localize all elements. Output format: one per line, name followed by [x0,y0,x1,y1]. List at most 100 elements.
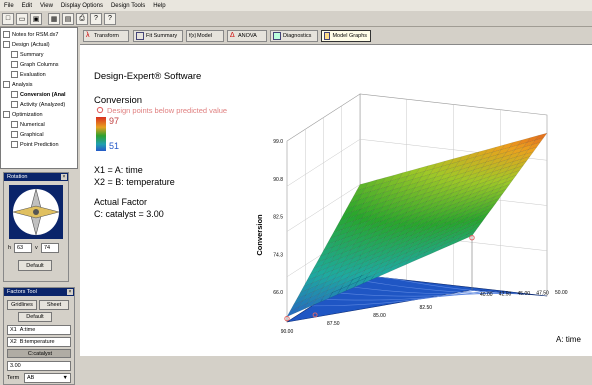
surface-cell [412,252,426,262]
tree-conversion[interactable]: Conversion (Anal [11,91,66,98]
surface-cell [446,237,460,248]
term-select[interactable]: AB ▼ [24,373,71,383]
menu-display-options[interactable]: Display Options [60,2,103,9]
graphical-icon [11,131,18,138]
menu-view[interactable]: View [40,2,53,9]
surface-cell [458,229,471,239]
x1-definition: X1 = A: time [94,165,143,175]
b-tick-label: 87.50 [327,321,340,327]
surface-plot[interactable]: 66.0 74.3 82.5 90.8 99.0 90.00 87.50 85.00 82.50… [80,45,592,356]
surface-cell [438,223,451,233]
surface-cell [443,187,456,197]
surface-cell [369,183,383,192]
surface-cell [325,272,338,283]
x-axis-label: A: time [556,335,581,344]
surface-cell [429,208,443,217]
tree-design[interactable]: Design (Actual) [3,41,50,48]
what-is-icon[interactable]: ? [104,12,116,25]
menu-file[interactable]: File [4,2,14,9]
z-axis-label: Conversion [255,214,264,256]
surface-cell [466,151,480,160]
tab-transform[interactable]: λ Transform [83,30,129,42]
surface-cell [404,255,417,266]
close-icon[interactable]: × [67,289,73,295]
node-tabs: λ Transform Fit Summary f(x) Model Δ ANOVA … [80,27,592,45]
rotation-default-button[interactable]: Default [18,260,52,271]
catalyst-slider[interactable]: C:catalyst [7,349,71,358]
surface-cell [432,240,446,250]
tree-optimization[interactable]: Optimization [3,111,43,118]
b-tick-label: 90.00 [281,329,294,335]
tree-summary[interactable]: Summary [11,51,44,58]
a-tick-label: 45.00 [518,291,531,297]
surface-cell [407,211,421,221]
tab-model-graphs[interactable]: Model Graphs [321,30,371,42]
tree-graph-columns[interactable]: Graph Columns [11,61,59,68]
factor-value-input[interactable]: 3.00 [7,361,71,371]
surface-cell [350,262,363,273]
new-icon[interactable]: □ [2,12,14,25]
actual-factor-label: Actual Factor [94,197,148,207]
surface-cell [458,174,471,183]
help-icon[interactable]: ? [90,12,102,25]
surface-cell [468,215,482,225]
surface-cell [397,206,411,216]
menu-edit[interactable]: Edit [21,2,33,9]
open-icon[interactable]: ▭ [16,12,28,25]
print-icon[interactable]: ⎙ [76,12,88,25]
save-icon[interactable]: ▣ [30,12,42,25]
surface-cell [453,172,466,181]
tree-analysis[interactable]: Analysis [3,81,32,88]
tree-point-prediction[interactable]: Point Prediction [11,141,59,148]
graph-icon[interactable]: ▦ [48,12,60,25]
legend-note: Design points below predicted value [107,106,228,115]
surface-cell [471,174,485,183]
menu-design-tools[interactable]: Design Tools [110,2,146,9]
surface-cell [378,180,392,190]
surface-cell [488,187,502,196]
evaluation-icon [11,71,18,78]
design-point [312,312,318,318]
sheet-button[interactable]: Sheet [39,300,69,310]
graph-columns-icon [11,61,18,68]
table-icon[interactable]: ▤ [62,12,74,25]
surface-cell [492,144,505,153]
z-tick-label: 74.3 [273,252,283,258]
tree-notes[interactable]: Notes for RSM.dx7 [3,31,58,38]
surface-cell [365,248,379,258]
surface-cell [436,197,449,207]
surface-cell [402,209,416,219]
tree-graphical[interactable]: Graphical [11,131,44,138]
color-scale-bar [96,117,106,151]
tab-anova[interactable]: Δ ANOVA [227,30,267,42]
surface-cell [355,220,368,231]
gridlines-button[interactable]: Gridlines [7,300,37,310]
rotation-title: Rotation [4,173,68,181]
tree-numerical[interactable]: Numerical [11,121,45,128]
graph-pane: Design-Expert® Software Conversion Desig… [80,45,592,356]
surface-cell [454,234,468,244]
surface-cell [316,253,329,263]
tree-evaluation[interactable]: Evaluation [11,71,46,78]
surface-cell [427,238,441,249]
surface-cell [463,213,477,223]
surface-cell [336,217,349,227]
v-angle-input[interactable]: 74 [41,243,59,253]
tab-model[interactable]: f(x) Model [186,30,224,42]
rotation-sphere-icon[interactable] [9,185,63,239]
surface-cell [504,156,517,165]
close-icon[interactable]: × [61,174,67,180]
tree-activity[interactable]: Activity (Analyzed) [11,101,65,108]
surface-cell [395,220,409,230]
factor-x1-row[interactable]: X1 A:time [7,325,71,335]
h-angle-input[interactable]: 63 [14,243,32,253]
surface-cell [463,177,477,186]
tab-fit-summary[interactable]: Fit Summary [133,30,183,42]
factors-default-button[interactable]: Default [18,312,52,322]
factor-x2-row[interactable]: X2 B:temperature [7,337,71,347]
tab-diagnostics[interactable]: Diagnostics [270,30,318,42]
menu-help[interactable]: Help [153,2,166,9]
color-low-label: 51 [109,141,120,151]
rotation-panel: Rotation × h 63 v 74 Default [3,172,69,282]
surface-cell [336,263,350,274]
